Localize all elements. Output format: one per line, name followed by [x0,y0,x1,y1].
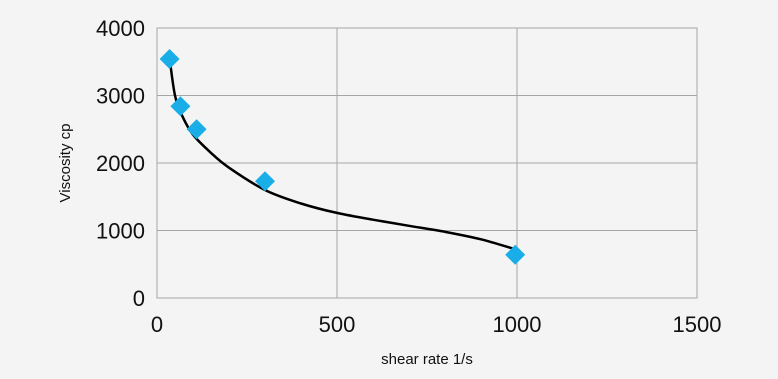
data-point-diamond [186,119,207,140]
x-tick-label: 1000 [493,312,542,337]
y-tick-label: 2000 [96,151,145,176]
data-point-diamond [159,49,180,70]
data-point-diamond [505,244,526,265]
x-axis-title: shear rate 1/s [381,351,473,368]
x-tick-label: 1500 [673,312,722,337]
y-tick-label: 0 [133,286,145,311]
y-axis-ticks: 0 1000 2000 3000 4000 [96,16,145,311]
y-tick-label: 4000 [96,16,145,41]
data-point-diamond [255,171,275,192]
plot-frame [156,27,698,299]
trendline [168,58,514,250]
y-tick-label: 1000 [96,219,145,244]
y-axis-title: Viscosity cp [57,124,74,203]
data-point-diamond [170,96,191,117]
y-tick-label: 3000 [96,84,145,109]
data-points [159,49,526,265]
x-tick-label: 500 [319,312,356,337]
x-tick-label: 0 [151,312,163,337]
x-axis-ticks: 0 500 1000 1500 [151,312,722,337]
grid [157,28,697,298]
